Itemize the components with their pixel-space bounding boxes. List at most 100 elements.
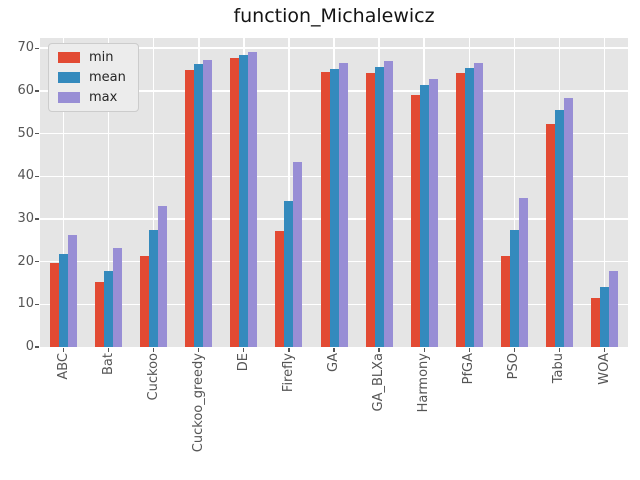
legend-label-min: min (89, 50, 114, 65)
bar-max-DE (248, 52, 258, 347)
bar-max-Tabu (563, 98, 573, 347)
x-tick-mark (603, 348, 606, 352)
bar-mean-Bat (104, 270, 114, 347)
bar-min-Harmony (410, 95, 420, 347)
x-tick-label-GA: GA (326, 353, 341, 372)
bar-max-Bat (113, 247, 123, 347)
gridline-vertical (107, 38, 110, 347)
x-tick-label-GA_BLXa: GA_BLXa (371, 353, 387, 412)
y-tick-label: 40 (17, 168, 34, 184)
legend-label-mean: mean (89, 70, 126, 85)
x-tick-mark (513, 348, 515, 352)
bar-mean-WOA (600, 287, 609, 347)
bar-max-Harmony (428, 78, 438, 347)
x-tick-label-Harmony: Harmony (416, 353, 432, 413)
y-tick-mark (35, 261, 39, 263)
x-tick-label-DE: DE (235, 353, 251, 372)
y-tick-mark (35, 47, 39, 49)
gridline-vertical (152, 38, 155, 347)
bar-max-GA (338, 62, 348, 347)
legend-swatch-min (58, 52, 80, 63)
y-tick-mark (35, 346, 39, 348)
legend-swatch-mean (58, 72, 80, 83)
bar-mean-Harmony (419, 84, 429, 347)
x-tick-label-Bat: Bat (100, 353, 116, 375)
legend-label-max: max (89, 90, 118, 105)
bar-max-Firefly (293, 162, 303, 347)
bar-min-Cuckoo (140, 256, 150, 347)
y-tick-label: 20 (17, 253, 34, 269)
bar-max-GA_BLXa (383, 61, 393, 347)
bar-max-Cuckoo_greedy (203, 60, 213, 347)
bar-min-ABC (50, 262, 59, 347)
y-tick-label: 30 (17, 210, 34, 226)
x-tick-mark (243, 348, 245, 352)
legend-item-max: max (58, 91, 126, 104)
bar-max-ABC (68, 235, 77, 347)
bar-min-PSO (500, 256, 510, 347)
bar-min-GA (320, 72, 330, 347)
legend-item-mean: mean (58, 71, 126, 84)
bar-min-PfGA (455, 72, 465, 347)
gridline-vertical (513, 38, 516, 347)
plot-area (40, 38, 628, 347)
x-tick-mark (153, 348, 155, 352)
y-tick-label: 0 (25, 339, 34, 354)
y-tick-label: 60 (17, 82, 34, 98)
bar-min-DE (230, 58, 240, 347)
x-tick-mark (107, 348, 110, 352)
bar-min-WOA (591, 297, 600, 347)
legend-swatch-max (58, 92, 80, 103)
bar-mean-Tabu (554, 110, 564, 347)
bar-max-PSO (518, 197, 528, 347)
bar-mean-PSO (509, 230, 519, 347)
y-tick-label: 70 (17, 40, 34, 56)
bar-mean-Cuckoo (149, 229, 159, 347)
y-tick-label: 10 (17, 296, 34, 312)
x-tick-label-ABC: ABC (55, 353, 71, 380)
x-tick-mark (468, 348, 470, 352)
x-tick-mark (62, 348, 65, 352)
y-tick-mark (35, 133, 39, 135)
bar-max-PfGA (473, 63, 483, 347)
bar-min-Tabu (545, 123, 555, 347)
y-tick-mark (35, 175, 39, 177)
y-tick-mark (35, 218, 39, 220)
bar-mean-GA (329, 68, 339, 347)
bar-mean-PfGA (464, 67, 474, 347)
bar-mean-Firefly (284, 200, 294, 347)
gridline-vertical (603, 38, 606, 347)
x-tick-mark (558, 348, 560, 352)
bar-min-Bat (95, 282, 105, 347)
x-tick-label-PfGA: PfGA (461, 353, 477, 385)
bar-max-Cuckoo (158, 206, 168, 347)
y-tick-mark (35, 303, 39, 305)
bar-min-Firefly (275, 231, 285, 347)
bar-min-Cuckoo_greedy (185, 70, 195, 347)
x-tick-mark (423, 348, 425, 352)
x-tick-label-Firefly: Firefly (280, 353, 296, 393)
gridline-vertical (62, 38, 65, 347)
legend: min mean max (48, 43, 139, 112)
bar-mean-DE (239, 55, 249, 347)
x-tick-label-Tabu: Tabu (551, 353, 567, 384)
x-tick-label-WOA: WOA (596, 353, 612, 385)
y-tick-mark (35, 90, 39, 92)
bar-mean-Cuckoo_greedy (194, 64, 204, 347)
x-tick-mark (198, 348, 200, 352)
chart-title: function_Michalewicz (233, 5, 435, 27)
legend-item-min: min (58, 51, 126, 64)
x-tick-label-PSO: PSO (506, 353, 522, 380)
x-tick-mark (333, 348, 335, 352)
bar-min-GA_BLXa (365, 73, 375, 347)
gridline-vertical (288, 38, 290, 347)
x-tick-mark (288, 348, 290, 352)
bar-max-WOA (609, 271, 618, 347)
y-tick-label: 50 (17, 125, 34, 141)
x-tick-label-Cuckoo: Cuckoo (145, 353, 161, 401)
x-tick-mark (378, 348, 380, 352)
bar-mean-GA_BLXa (374, 67, 384, 347)
x-tick-label-Cuckoo_greedy: Cuckoo_greedy (190, 353, 206, 453)
bar-mean-ABC (59, 253, 68, 347)
